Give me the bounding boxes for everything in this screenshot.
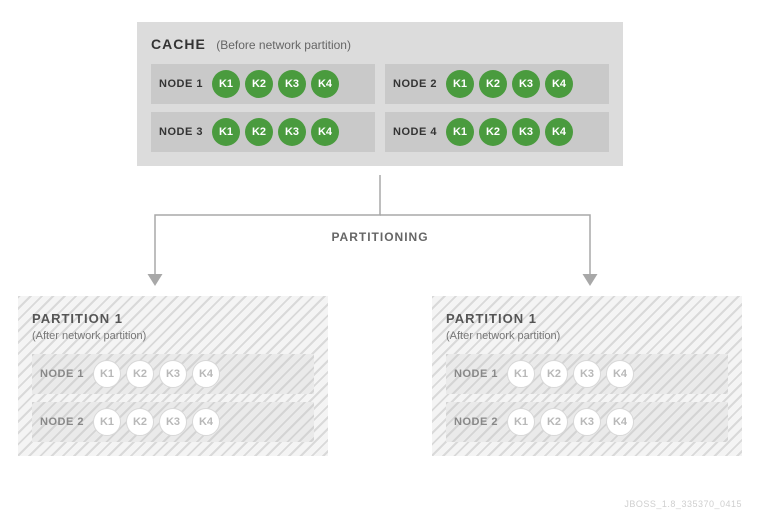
key-chip: K4 [545, 70, 573, 98]
key-chip-ghost: K3 [159, 408, 187, 436]
key-chip-ghost: K2 [540, 360, 568, 388]
partition-title: PARTITION 1 [32, 311, 123, 326]
key-chip-ghost: K3 [573, 360, 601, 388]
key-chip: K2 [245, 118, 273, 146]
node-label: NODE 2 [40, 416, 84, 428]
cache-row-2: NODE 3 K1 K2 K3 K4 NODE 4 K1 K2 K3 K4 [151, 112, 609, 152]
key-chip-ghost: K4 [192, 408, 220, 436]
cache-row-1: NODE 1 K1 K2 K3 K4 NODE 2 K1 K2 K3 K4 [151, 64, 609, 104]
node-label: NODE 1 [159, 78, 203, 90]
node-label: NODE 2 [454, 416, 498, 428]
cache-node-2: NODE 2 K1 K2 K3 K4 [385, 64, 609, 104]
partition-panel-1: PARTITION 1 (After network partition) NO… [18, 296, 328, 456]
node-label: NODE 2 [393, 78, 437, 90]
partition-node: NODE 1 K1 K2 K3 K4 [446, 354, 728, 394]
key-chip: K4 [311, 118, 339, 146]
flow-label: PARTITIONING [0, 230, 760, 244]
key-chip-ghost: K1 [507, 408, 535, 436]
node-label: NODE 1 [40, 368, 84, 380]
cache-title-block: CACHE (Before network partition) [151, 36, 609, 54]
key-chip-ghost: K3 [573, 408, 601, 436]
key-chip-ghost: K1 [93, 408, 121, 436]
key-chip: K1 [212, 118, 240, 146]
key-chip: K3 [512, 118, 540, 146]
key-chip: K3 [512, 70, 540, 98]
key-chip-ghost: K2 [540, 408, 568, 436]
key-chip-ghost: K4 [192, 360, 220, 388]
cache-subtitle: (Before network partition) [216, 38, 351, 52]
cache-title: CACHE [151, 36, 206, 52]
partition-title: PARTITION 1 [446, 311, 537, 326]
partition-title-block: PARTITION 1 (After network partition) [32, 310, 314, 342]
cache-node-1: NODE 1 K1 K2 K3 K4 [151, 64, 375, 104]
footer-code: JBOSS_1.8_335370_0415 [624, 499, 742, 509]
partition-title-block: PARTITION 1 (After network partition) [446, 310, 728, 342]
key-chip-ghost: K3 [159, 360, 187, 388]
partition-node: NODE 2 K1 K2 K3 K4 [446, 402, 728, 442]
node-label: NODE 1 [454, 368, 498, 380]
partition-subtitle: (After network partition) [32, 330, 314, 342]
key-chip: K1 [212, 70, 240, 98]
cache-node-3: NODE 3 K1 K2 K3 K4 [151, 112, 375, 152]
partition-panel-2: PARTITION 1 (After network partition) NO… [432, 296, 742, 456]
key-chip: K1 [446, 70, 474, 98]
cache-node-4: NODE 4 K1 K2 K3 K4 [385, 112, 609, 152]
key-chip-ghost: K4 [606, 408, 634, 436]
partition-node: NODE 1 K1 K2 K3 K4 [32, 354, 314, 394]
key-chip-ghost: K2 [126, 360, 154, 388]
node-label: NODE 4 [393, 126, 437, 138]
key-chip: K3 [278, 118, 306, 146]
key-chip-ghost: K1 [507, 360, 535, 388]
partition-node: NODE 2 K1 K2 K3 K4 [32, 402, 314, 442]
key-chip-ghost: K1 [93, 360, 121, 388]
key-chip-ghost: K4 [606, 360, 634, 388]
partition-subtitle: (After network partition) [446, 330, 728, 342]
key-chip: K4 [311, 70, 339, 98]
key-chip: K4 [545, 118, 573, 146]
key-chip: K2 [479, 70, 507, 98]
key-chip: K2 [479, 118, 507, 146]
key-chip: K1 [446, 118, 474, 146]
key-chip: K3 [278, 70, 306, 98]
key-chip-ghost: K2 [126, 408, 154, 436]
cache-panel: CACHE (Before network partition) NODE 1 … [137, 22, 623, 166]
node-label: NODE 3 [159, 126, 203, 138]
key-chip: K2 [245, 70, 273, 98]
